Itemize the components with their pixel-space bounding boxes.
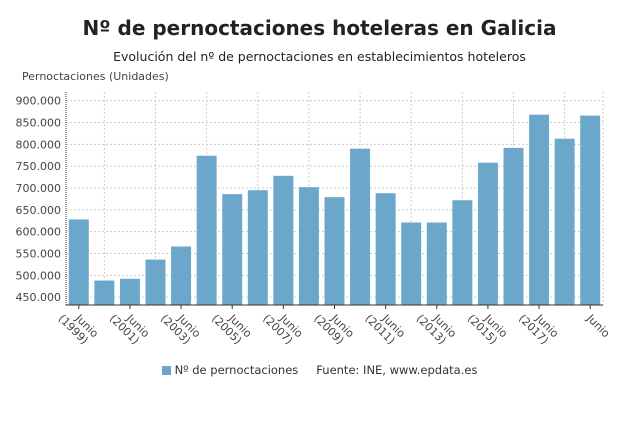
bar-2003 <box>171 246 192 305</box>
x-tick-label: Junio(2013) <box>414 303 459 348</box>
bar-2008 <box>298 187 319 305</box>
y-tick-label: 750.000 <box>16 160 62 173</box>
x-tick-label: Junio(2017) <box>516 303 561 348</box>
bar-2004 <box>196 155 217 305</box>
y-tick-label: 450.000 <box>16 291 62 304</box>
x-tick-label: Junio(2001) <box>107 303 152 348</box>
chart-title: Nº de pernoctaciones hoteleras en Galici… <box>82 16 557 40</box>
x-tick-label: Junio <box>583 311 612 340</box>
bar-2001 <box>119 278 140 305</box>
bar-2011 <box>375 193 396 305</box>
y-axis-label: Pernoctaciones (Unidades) <box>22 70 169 83</box>
bar-2000 <box>94 280 115 305</box>
bar-2006 <box>247 190 268 305</box>
x-tick-label: Junio(2015) <box>465 303 510 348</box>
legend-label: Nº de pernoctaciones <box>174 363 299 377</box>
bar-2005 <box>222 194 243 305</box>
y-tick-label: 800.000 <box>16 138 62 151</box>
x-tick-label: Junio(2007) <box>260 303 305 348</box>
bar-1999 <box>68 219 89 305</box>
bar-2015 <box>477 162 498 305</box>
bar-2016 <box>503 147 524 305</box>
bar-2013 <box>426 222 447 305</box>
bar-2007 <box>273 175 294 305</box>
source-note: Fuente: INE, www.epdata.es <box>316 363 478 377</box>
y-tick-label: 850.000 <box>16 117 62 130</box>
y-tick-label: 900.000 <box>16 95 62 108</box>
y-tick-label: 600.000 <box>16 226 62 239</box>
x-tick-label: Junio(2005) <box>209 303 254 348</box>
y-tick-label: 550.000 <box>16 247 62 260</box>
bar-2010 <box>350 148 371 305</box>
bar-2009 <box>324 197 345 305</box>
bar-2014 <box>452 200 473 305</box>
x-tick-label: Junio(2011) <box>363 303 408 348</box>
bar-2012 <box>401 222 422 305</box>
y-tick-label: 700.000 <box>16 182 62 195</box>
legend-swatch <box>161 366 171 375</box>
bar-2002 <box>145 259 166 305</box>
bar-2017 <box>529 114 550 306</box>
y-tick-label: 500.000 <box>16 269 62 282</box>
x-tick-label: Junio(2003) <box>158 303 203 348</box>
bar-2019 <box>580 115 601 305</box>
y-tick-label: 650.000 <box>16 204 62 217</box>
x-tick-label: Junio(1999) <box>56 303 101 348</box>
bar-2018 <box>554 138 575 305</box>
legend: Nº de pernoctaciones Fuente: INE, www.epd… <box>0 363 639 377</box>
chart-subtitle: Evolución del nº de pernoctaciones en es… <box>113 49 526 64</box>
x-tick-label: Junio(2009) <box>311 303 356 348</box>
